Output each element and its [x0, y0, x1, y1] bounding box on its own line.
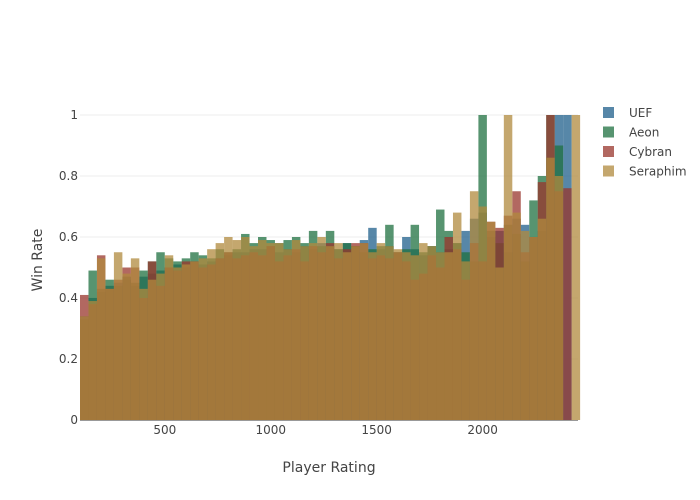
- bar: [207, 249, 216, 420]
- bar: [469, 191, 479, 420]
- bar: [342, 252, 352, 420]
- bar: [224, 237, 233, 420]
- bar: [368, 252, 377, 420]
- bar: [241, 237, 250, 420]
- bar: [444, 252, 453, 420]
- y-tick-label: 0.6: [59, 230, 78, 244]
- x-tick-label: 2000: [467, 423, 498, 437]
- bar: [436, 252, 445, 420]
- series-seraphim: [80, 115, 581, 420]
- bar: [554, 176, 564, 420]
- y-tick-label: 0.8: [59, 169, 78, 183]
- bar: [325, 246, 335, 420]
- bar: [359, 243, 369, 420]
- legend-label-uef: UEF: [629, 106, 652, 120]
- bar: [139, 288, 148, 420]
- bar: [410, 255, 420, 420]
- bar: [156, 273, 165, 420]
- x-axis-title: Player Rating: [282, 460, 375, 476]
- bar: [88, 301, 97, 420]
- x-tick-label: 1500: [361, 423, 392, 437]
- bar: [258, 240, 267, 420]
- bar: [512, 212, 521, 420]
- bar: [147, 279, 157, 420]
- y-tick-label: 0: [70, 413, 78, 427]
- bar: [122, 273, 131, 420]
- legend-swatch-cybran: [603, 146, 614, 157]
- bar: [190, 261, 199, 420]
- bar: [334, 243, 343, 420]
- legend-label-cybran: Cybran: [629, 145, 672, 159]
- bar: [419, 243, 428, 420]
- bar: [478, 206, 487, 420]
- bar: [385, 246, 394, 420]
- bar: [80, 316, 89, 420]
- bar: [520, 230, 530, 420]
- bars: [80, 115, 581, 420]
- bar: [274, 243, 284, 420]
- bar: [173, 267, 182, 420]
- legend-label-seraphim: Seraphim: [629, 165, 687, 179]
- bar: [529, 237, 538, 420]
- y-tick-label: 0.4: [59, 291, 78, 305]
- bar: [427, 246, 437, 420]
- legend-swatch-seraphim: [603, 165, 614, 177]
- legend-swatch-uef: [603, 107, 614, 118]
- y-axis-title: Win Rate: [30, 229, 46, 292]
- legend-swatch-aeon: [603, 126, 614, 138]
- y-tick-label: 0.2: [59, 352, 78, 366]
- bar: [300, 246, 309, 420]
- bar: [563, 188, 572, 420]
- bar: [291, 240, 301, 420]
- bar: [452, 212, 462, 420]
- bar: [461, 261, 470, 420]
- x-tick-label: 500: [153, 423, 176, 437]
- bar: [96, 258, 106, 420]
- legend-label-aeon: Aeon: [629, 126, 659, 140]
- bar: [181, 264, 191, 420]
- bar: [495, 267, 504, 420]
- y-tick-label: 1: [70, 108, 78, 122]
- bar: [283, 249, 292, 420]
- bar: [537, 218, 547, 420]
- bar: [164, 255, 174, 420]
- bar: [393, 249, 403, 420]
- bar: [503, 115, 513, 420]
- bar: [113, 252, 123, 420]
- bar: [232, 240, 242, 420]
- legend: UEF Aeon Cybran Seraphim: [603, 106, 687, 179]
- bar: [402, 252, 411, 420]
- bar: [198, 258, 208, 420]
- bar: [130, 258, 140, 420]
- bar: [571, 115, 581, 420]
- bar: [215, 243, 225, 420]
- bar: [266, 243, 275, 420]
- x-tick-label: 1000: [255, 423, 286, 437]
- bar: [546, 157, 555, 420]
- bar: [249, 246, 259, 420]
- bar: [105, 288, 114, 420]
- bar: [486, 221, 496, 420]
- bar: [308, 243, 318, 420]
- bar: [317, 237, 326, 420]
- bar: [351, 246, 360, 420]
- bar: [376, 243, 386, 420]
